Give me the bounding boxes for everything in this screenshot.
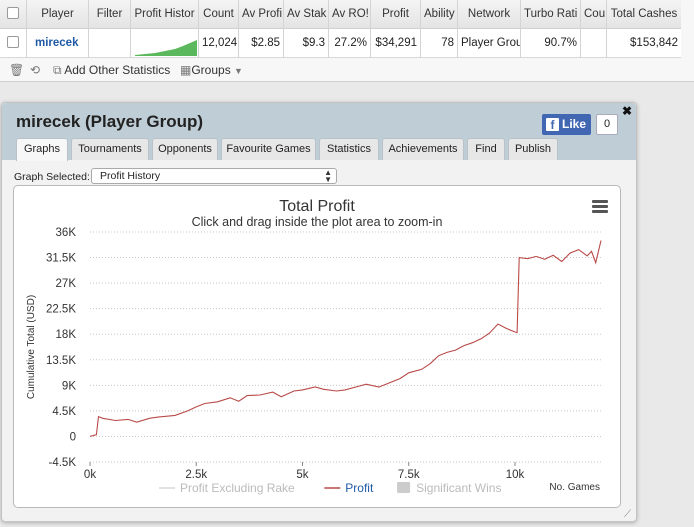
player-panel: mirecek (Player Group) ✖ f Like 0 Graphs… <box>1 102 637 522</box>
y-tick-label: 4.5K <box>52 406 76 418</box>
tab-tournaments[interactable]: Tournaments <box>71 138 149 160</box>
column-header-av-profit[interactable]: Av Profi <box>239 0 284 29</box>
graph-select-value: Profit History <box>100 170 161 182</box>
y-tick-label: 27K <box>56 278 77 290</box>
chart-menu-icon[interactable] <box>592 200 608 213</box>
total-cashes-cell: $153,842 <box>630 37 678 49</box>
column-header-turbo-ratio[interactable]: Turbo Rati <box>521 0 581 29</box>
column-header-av-roi[interactable]: Av RO! <box>329 0 371 29</box>
groups-dropdown[interactable]: ▦Groups ▼ <box>180 62 243 79</box>
x-axis-label: No. Games <box>549 482 600 493</box>
like-label: Like <box>562 117 587 131</box>
resize-grip-icon[interactable]: ⟋ <box>624 509 631 520</box>
sparkline-chart <box>135 40 197 56</box>
tab-find[interactable]: Find <box>467 138 505 160</box>
tab-achievements[interactable]: Achievements <box>382 138 464 160</box>
trash-icon[interactable]: 🗑 <box>9 63 25 77</box>
panel-header: mirecek (Player Group) ✖ f Like 0 Graphs… <box>2 103 636 161</box>
add-other-statistics-button[interactable]: ⧉ Add Other Statistics <box>53 62 170 78</box>
y-tick-label: -4.5K <box>49 457 77 469</box>
x-tick-label: 5k <box>296 469 308 481</box>
select-arrows-icon: ▲ ▼ <box>324 168 332 184</box>
x-tick-label: 7.5k <box>398 469 420 481</box>
chart-title: Total Profit <box>279 198 355 215</box>
x-tick-label: 2.5k <box>185 469 207 481</box>
chart-subtitle: Click and drag inside the plot area to z… <box>192 215 443 229</box>
tab-publish[interactable]: Publish <box>508 138 558 160</box>
column-header-total-cashes[interactable]: Total Cashes <box>610 8 678 20</box>
y-tick-label: 22.5K <box>46 304 76 316</box>
chart-container: Total Profit Click and drag inside the pl… <box>13 185 621 508</box>
turbo-ratio-cell: 90.7% <box>521 29 581 58</box>
av-profit-cell: $2.85 <box>239 29 284 58</box>
graph-selected-label: Graph Selected: <box>14 171 90 183</box>
y-tick-label: 36K <box>56 227 77 239</box>
groups-label: Groups <box>191 63 231 77</box>
table-row[interactable]: mirecek 12,024 $2.85 $9.3 27.2% $34,291 … <box>0 29 681 58</box>
column-header-ability[interactable]: Ability <box>421 0 458 29</box>
filter-cell <box>89 29 131 58</box>
tab-graphs[interactable]: Graphs <box>16 138 68 161</box>
like-count: 0 <box>596 114 618 135</box>
tab-opponents[interactable]: Opponents <box>152 138 218 160</box>
column-header-profit[interactable]: Profit <box>371 0 421 29</box>
stats-table: Player Filter Profit Histor Count Av Pro… <box>0 0 694 82</box>
column-header-player[interactable]: Player <box>27 0 89 29</box>
y-tick-label: 13.5K <box>46 355 76 367</box>
table-header-row: Player Filter Profit Histor Count Av Pro… <box>0 0 681 29</box>
player-name-link[interactable]: mirecek <box>27 29 89 58</box>
av-roi-cell: 27.2% <box>329 29 371 58</box>
y-axis-label: Cumulative Total (USD) <box>26 295 37 399</box>
column-header-filter[interactable]: Filter <box>89 0 131 29</box>
grid-icon: ▦ <box>180 63 192 77</box>
count-cell: 12,024 <box>199 29 239 58</box>
y-tick-label: 18K <box>56 329 77 341</box>
x-tick-label: 10k <box>506 469 525 481</box>
x-tick-label: 0k <box>84 469 96 481</box>
tab-statistics[interactable]: Statistics <box>319 138 379 160</box>
table-toolbar: 🗑 ⟲ ⧉ Add Other Statistics ▦Groups ▼ <box>0 59 694 81</box>
select-all-checkbox[interactable] <box>7 6 19 19</box>
profit-history-sparkline <box>131 29 199 58</box>
sparkline-area <box>135 40 197 56</box>
facebook-like-button[interactable]: f Like <box>542 114 591 135</box>
column-header-country[interactable]: Cou <box>581 0 607 29</box>
legend-item[interactable]: Profit Excluding Rake <box>180 481 295 495</box>
series-line-profit <box>89 240 602 437</box>
ability-cell: 78 <box>421 29 458 58</box>
profit-cell: $34,291 <box>371 29 421 58</box>
add-window-icon: ⧉ <box>53 63 62 77</box>
row-checkbox[interactable] <box>7 35 19 48</box>
column-header-network[interactable]: Network <box>458 0 521 29</box>
network-cell: Player Group <box>458 29 521 58</box>
panel-title: mirecek (Player Group) <box>16 112 204 131</box>
add-other-statistics-label: Add Other Statistics <box>64 63 171 77</box>
legend-item[interactable]: Profit <box>345 481 374 495</box>
country-cell <box>581 29 607 58</box>
select-all-checkbox-cell[interactable] <box>0 0 27 29</box>
close-icon[interactable]: ✖ <box>622 104 633 118</box>
legend-item[interactable]: Significant Wins <box>416 481 501 495</box>
graph-select-dropdown[interactable]: Profit History ▲ ▼ <box>91 168 337 184</box>
legend-symbol <box>397 482 411 493</box>
y-tick-label: 0 <box>70 431 76 443</box>
tab-favourite-games[interactable]: Favourite Games <box>221 138 316 160</box>
column-header-av-stake[interactable]: Av Stak <box>284 0 329 29</box>
row-checkbox-cell[interactable] <box>0 29 27 58</box>
column-header-count[interactable]: Count <box>199 0 239 29</box>
refresh-icon[interactable]: ⟲ <box>30 63 41 77</box>
column-header-profit-history[interactable]: Profit Histor <box>131 0 199 29</box>
av-stake-cell: $9.3 <box>284 29 329 58</box>
y-tick-label: 9K <box>62 380 76 392</box>
facebook-icon: f <box>546 118 559 132</box>
y-tick-label: 31.5K <box>46 253 76 265</box>
chevron-down-icon: ▼ <box>234 66 243 76</box>
